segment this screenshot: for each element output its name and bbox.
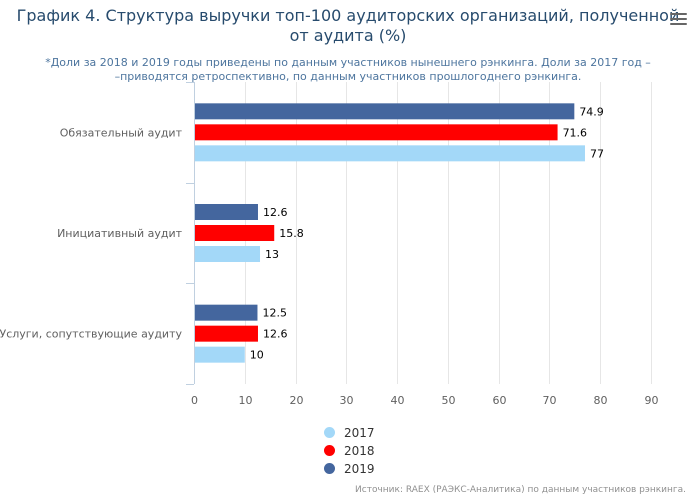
data-label: 12.6: [263, 206, 288, 219]
x-tick-label: 30: [340, 394, 354, 407]
source-note: Источник: RAEX (РАЭКС-Аналитика) по данн…: [355, 485, 686, 495]
chart-title-line-1: График 4. Структура выручки топ-100 ауди…: [16, 6, 680, 25]
data-label: 12.6: [263, 328, 288, 341]
legend-marker: [324, 463, 335, 474]
bar-2019-2[interactable]: [195, 204, 258, 220]
bar-2018-3[interactable]: [195, 325, 258, 342]
data-label: 74.9: [579, 105, 604, 118]
category-label: Услуги, сопутствующие аудиту: [0, 328, 182, 341]
chart-subtitle-line-2: –приводятся ретроспективно, по данным уч…: [114, 70, 582, 83]
x-tick-label: 70: [543, 394, 557, 407]
data-label: 10: [250, 349, 264, 362]
legend-item-2017[interactable]: 2017: [324, 424, 375, 441]
chart-title-line-2: от аудита (%): [289, 26, 407, 45]
legend-label: 2017: [344, 425, 375, 440]
hamburger-menu-icon[interactable]: [670, 13, 687, 27]
bar-2017-1[interactable]: [195, 145, 585, 162]
legend-item-2018[interactable]: 2018: [324, 442, 375, 459]
x-tick-label: 10: [239, 394, 253, 407]
category-label: Инициативный аудит: [57, 227, 183, 240]
legend: 2017 2018 2019: [324, 424, 375, 478]
x-tick-label: 40: [391, 394, 405, 407]
data-label: 13: [265, 248, 279, 261]
data-label: 77: [590, 147, 604, 160]
legend-label: 2018: [344, 443, 375, 458]
x-tick-label: 50: [442, 394, 456, 407]
chart-subtitle: *Доли за 2018 и 2019 годы приведены по д…: [0, 56, 696, 84]
legend-marker: [324, 445, 335, 456]
data-label: 15.8: [279, 227, 304, 240]
bar-2018-2[interactable]: [195, 225, 275, 241]
chart-subtitle-line-1: *Доли за 2018 и 2019 годы приведены по д…: [45, 56, 651, 69]
bar-2017-3[interactable]: [195, 346, 245, 363]
bar-2018-1[interactable]: [195, 124, 558, 141]
bar-2017-2[interactable]: [195, 246, 261, 262]
chart-title: График 4. Структура выручки топ-100 ауди…: [0, 6, 696, 46]
x-tick-label: 20: [290, 394, 304, 407]
legend-label: 2019: [344, 461, 375, 476]
category-label: Обязательный аудит: [60, 126, 183, 139]
legend-marker: [324, 427, 335, 438]
data-label: 71.6: [563, 126, 588, 139]
data-label: 12.5: [262, 307, 287, 320]
x-tick-label: 80: [594, 394, 608, 407]
x-tick-label: 90: [645, 394, 659, 407]
bar-2019-3[interactable]: [195, 304, 258, 321]
x-tick-label: 60: [493, 394, 507, 407]
bar-2019-1[interactable]: [195, 103, 575, 120]
x-tick-label: 0: [191, 394, 198, 407]
legend-item-2019[interactable]: 2019: [324, 460, 375, 477]
